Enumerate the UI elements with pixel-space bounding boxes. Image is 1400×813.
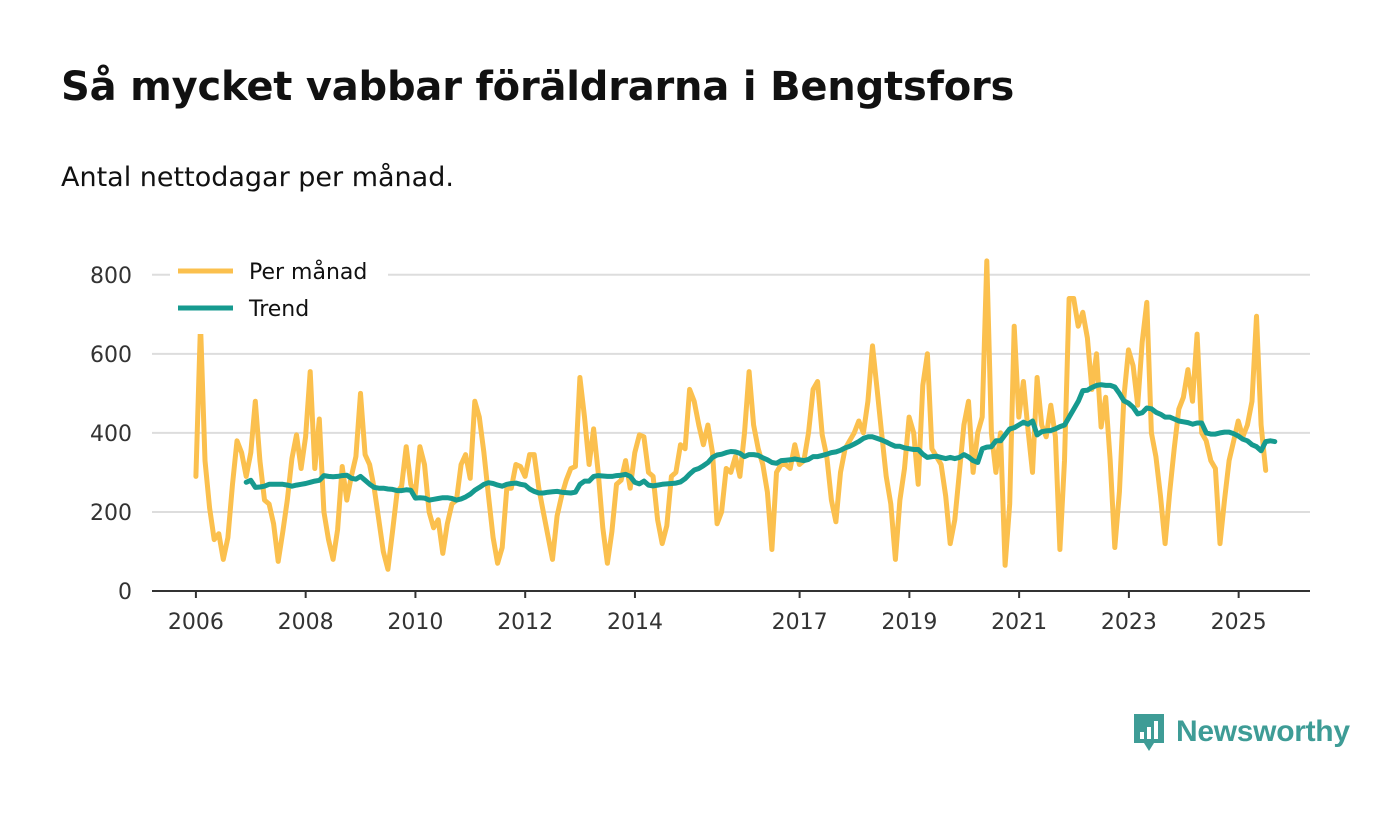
legend-label-trend: Trend bbox=[248, 297, 309, 322]
y-tick-label: 200 bbox=[90, 501, 132, 526]
x-tick-label: 2010 bbox=[387, 610, 443, 635]
y-tick-label: 0 bbox=[118, 580, 132, 605]
legend-background bbox=[170, 252, 388, 334]
x-tick-label: 2023 bbox=[1101, 610, 1157, 635]
x-tick-label: 2008 bbox=[278, 610, 334, 635]
x-tick-label: 2017 bbox=[772, 610, 828, 635]
x-tick-label: 2019 bbox=[881, 610, 937, 635]
y-tick-label: 400 bbox=[90, 422, 132, 447]
x-tick-label: 2025 bbox=[1211, 610, 1267, 635]
series bbox=[193, 258, 1278, 572]
x-tick-label: 2014 bbox=[607, 610, 663, 635]
chart-title: Så mycket vabbar föräldrarna i Bengtsfor… bbox=[61, 64, 1015, 110]
y-tick-label: 800 bbox=[90, 264, 132, 289]
x-tick-label: 2012 bbox=[497, 610, 553, 635]
legend-label-per-manad: Per månad bbox=[249, 259, 367, 285]
axes: 0 200 400 600 800 2006 2008 2010 2012 2014 2017 201… bbox=[90, 264, 1310, 635]
y-tick-label: 600 bbox=[90, 343, 132, 368]
brand-name: Newsworthy bbox=[1176, 715, 1350, 748]
x-tick-label: 2006 bbox=[168, 610, 224, 635]
x-tick-label: 2021 bbox=[991, 610, 1047, 635]
newsworthy-brand: Newsworthy bbox=[1132, 711, 1350, 753]
chart-subtitle: Antal nettodagar per månad. bbox=[61, 162, 454, 193]
series-line-trend bbox=[243, 382, 1278, 503]
newsworthy-logo-icon bbox=[1134, 714, 1164, 751]
legend: Per månad Trend bbox=[170, 252, 388, 334]
